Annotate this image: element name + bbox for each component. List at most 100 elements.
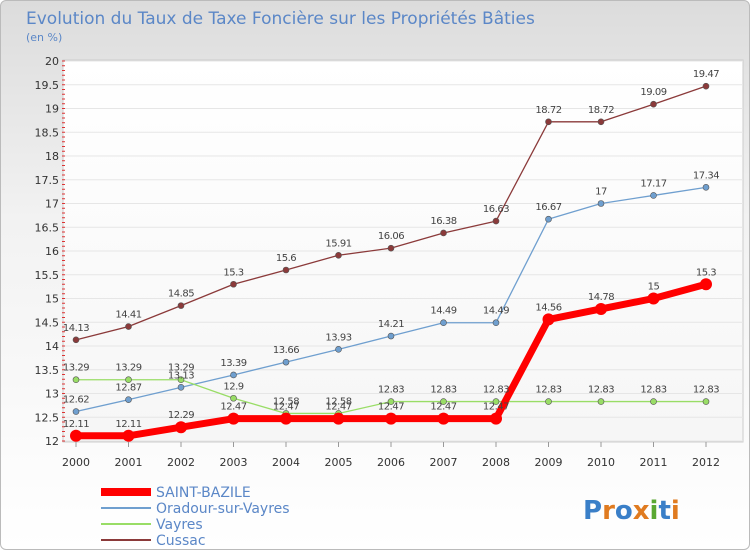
- data-label: 14.85: [168, 289, 194, 300]
- data-label: 13.29: [168, 363, 194, 374]
- y-tick-label: 15.5: [35, 269, 60, 282]
- data-point: [702, 184, 710, 191]
- y-tick-label: 16: [45, 245, 59, 258]
- data-label: 12.11: [115, 419, 141, 430]
- data-label: 12.87: [115, 383, 141, 394]
- data-label: 19.47: [693, 69, 719, 80]
- y-tick-label: 15: [45, 293, 59, 306]
- data-label: 18.72: [535, 105, 561, 116]
- data-label: 15.3: [223, 267, 243, 278]
- data-label: 12.83: [430, 385, 456, 396]
- x-tick-label: 2002: [167, 456, 195, 469]
- data-label: 12.83: [588, 385, 614, 396]
- data-point: [125, 396, 132, 403]
- data-point: [702, 82, 710, 90]
- y-tick-label: 18: [45, 150, 59, 163]
- data-point: [440, 319, 447, 327]
- y-tick-label: 12: [45, 435, 59, 448]
- data-label: 17: [595, 187, 607, 198]
- data-label: 13.29: [115, 363, 141, 374]
- legend-label: SAINT-BAZILE: [156, 485, 251, 501]
- x-tick-label: 2010: [587, 456, 615, 469]
- data-point: [597, 398, 605, 405]
- data-point: [227, 412, 240, 425]
- data-label: 15.91: [325, 238, 351, 249]
- x-axis: 2000 2001 2002 2003 2004 2005 2006 2007 2008 2009…: [62, 442, 720, 469]
- data-point: [387, 244, 395, 252]
- data-label: 14.41: [115, 310, 141, 321]
- data-label: 12.47: [220, 402, 246, 413]
- data-label: 12.47: [430, 402, 456, 413]
- data-label: 12.47: [273, 402, 299, 413]
- data-label: 13.29: [63, 363, 89, 374]
- data-label: 19.09: [640, 87, 666, 98]
- data-point: [440, 398, 447, 405]
- data-labels: 14.13 14.41 14.85 15.3 15.6 15.91 16.06 16.38 16…: [63, 69, 720, 430]
- data-point: [597, 118, 605, 126]
- legend: SAINT-BAZILEOradour-sur-VayresVayresCuss…: [101, 485, 290, 549]
- data-label: 12.83: [640, 385, 666, 396]
- y-tick-label: 14: [45, 340, 59, 353]
- data-point: [385, 412, 397, 425]
- data-label: 12.58: [273, 396, 299, 407]
- y-tick-label: 17: [45, 198, 59, 211]
- data-point: [650, 398, 657, 405]
- series-layer: [70, 82, 712, 442]
- data-point: [282, 266, 290, 274]
- legend-label: Vayres: [156, 517, 203, 533]
- data-label: 12.58: [325, 396, 351, 407]
- data-point: [72, 336, 80, 344]
- x-tick-label: 2003: [220, 456, 248, 469]
- data-label: 12.9: [223, 381, 243, 392]
- data-point: [387, 332, 395, 340]
- data-point: [492, 319, 500, 327]
- data-point: [597, 200, 605, 207]
- data-label: 14.49: [483, 306, 509, 317]
- data-point: [230, 394, 237, 402]
- x-tick-label: 2000: [62, 456, 90, 469]
- data-label: 12.47: [325, 402, 351, 413]
- y-axis: 12 12.5 13 13.5 14 14.5 15 15.5 16 16.5 17 17.5 18 18…: [35, 55, 65, 448]
- data-point: [492, 217, 500, 225]
- data-label: 12.47: [378, 402, 404, 413]
- data-point: [595, 302, 607, 315]
- x-tick-label: 2006: [377, 456, 405, 469]
- data-point: [175, 421, 187, 434]
- data-point: [72, 376, 80, 384]
- data-label: 16.63: [483, 204, 509, 215]
- data-point: [177, 384, 185, 391]
- x-tick-label: 2009: [535, 456, 563, 469]
- x-tick-label: 2008: [482, 456, 510, 469]
- y-tick-label: 12.5: [35, 411, 60, 424]
- data-label: 14.21: [378, 319, 404, 330]
- data-label: 17.34: [693, 170, 719, 181]
- y-tick-label: 19: [45, 103, 59, 116]
- x-tick-label: 2004: [272, 456, 300, 469]
- data-point: [282, 358, 290, 366]
- data-point: [545, 118, 552, 126]
- proxiti-logo: Proxiti: [583, 496, 680, 526]
- y-tick-label: 13: [45, 388, 59, 401]
- x-tick-label: 2012: [692, 456, 720, 469]
- data-point: [230, 280, 237, 288]
- data-point: [70, 429, 82, 442]
- data-label: 12.62: [63, 395, 89, 406]
- data-point: [122, 429, 135, 442]
- data-label: 18.72: [588, 105, 614, 116]
- data-label: 13.39: [220, 358, 246, 369]
- data-point: [650, 100, 657, 108]
- x-tick-label: 2005: [325, 456, 353, 469]
- data-label: 16.67: [535, 202, 561, 213]
- y-tick-label: 18.5: [35, 126, 60, 139]
- data-point: [647, 292, 660, 305]
- data-label: 17.17: [640, 178, 666, 189]
- data-label: 16.38: [430, 216, 456, 227]
- data-point: [492, 398, 500, 405]
- y-tick-label: 17.5: [35, 174, 60, 187]
- y-tick-label: 16.5: [35, 221, 60, 234]
- data-label: 15.3: [696, 267, 716, 278]
- y-tick-label: 14.5: [35, 316, 60, 329]
- data-point: [545, 215, 552, 223]
